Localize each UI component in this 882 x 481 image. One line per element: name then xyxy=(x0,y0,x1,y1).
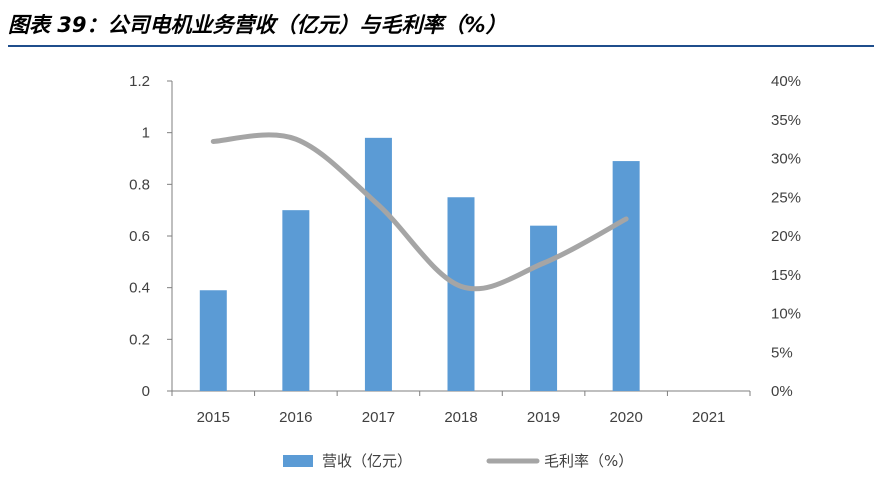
right-tick-label: 30% xyxy=(771,151,801,168)
left-tick-label: 0 xyxy=(142,383,150,400)
left-tick-label: 0.6 xyxy=(129,228,150,245)
right-tick-label: 5% xyxy=(771,344,793,361)
right-tick-label: 15% xyxy=(771,267,801,284)
left-tick-label: 0.8 xyxy=(129,176,150,193)
right-tick-label: 35% xyxy=(771,112,801,129)
bar-revenue xyxy=(199,290,227,391)
legend-swatch-revenue xyxy=(283,455,313,467)
bar-revenue xyxy=(364,137,392,391)
x-tick-label: 2020 xyxy=(609,409,642,426)
left-tick-label: 0.2 xyxy=(129,331,150,348)
right-tick-label: 20% xyxy=(771,228,801,245)
right-tick-label: 10% xyxy=(771,306,801,323)
left-tick-label: 1 xyxy=(142,125,150,142)
legend-label-revenue: 营收（亿元） xyxy=(322,452,412,470)
bar-revenue xyxy=(282,210,310,391)
right-tick-label: 25% xyxy=(771,189,801,206)
figure-title: 图表 39：公司电机业务营收（亿元）与毛利率（%） xyxy=(8,13,507,37)
x-tick-label: 2016 xyxy=(279,409,312,426)
line-gross-margin xyxy=(210,132,629,292)
bar-revenue xyxy=(530,225,558,391)
right-tick-label: 40% xyxy=(771,73,801,90)
left-tick-label: 1.2 xyxy=(129,73,150,90)
x-tick-label: 2021 xyxy=(692,409,725,426)
x-tick-label: 2018 xyxy=(444,409,477,426)
legend-label-margin: 毛利率（%） xyxy=(544,452,633,470)
title-rule xyxy=(8,45,874,47)
x-tick-label: 2015 xyxy=(197,409,230,426)
x-tick-label: 2019 xyxy=(527,409,560,426)
bar-revenue xyxy=(612,161,640,391)
right-tick-label: 0% xyxy=(771,383,793,400)
bar-revenue xyxy=(447,197,475,391)
x-tick-label: 2017 xyxy=(362,409,395,426)
left-tick-label: 0.4 xyxy=(129,280,150,297)
